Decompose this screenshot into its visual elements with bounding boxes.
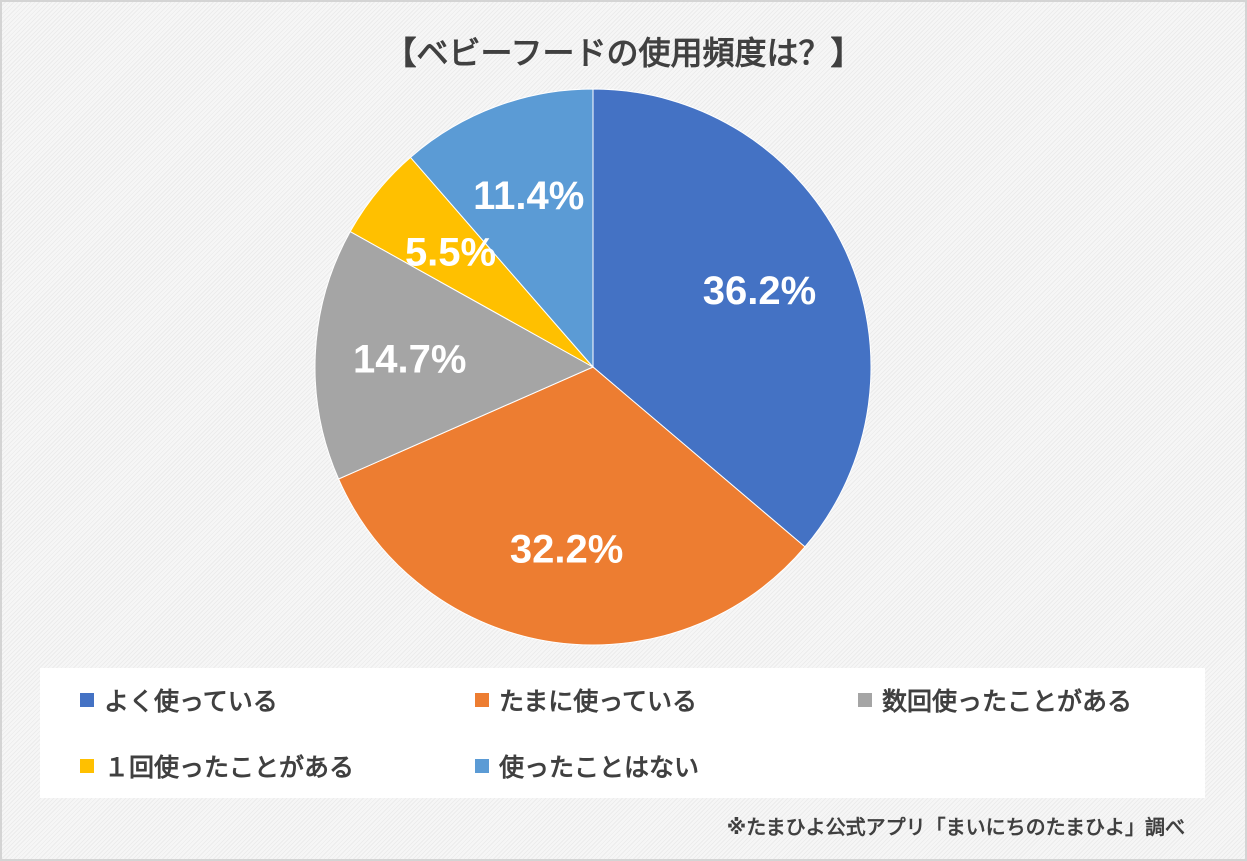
legend-swatch xyxy=(475,759,489,773)
legend-item: よく使っている xyxy=(80,682,278,718)
legend-swatch xyxy=(858,693,872,707)
data-label: 36.2% xyxy=(703,269,816,313)
data-label: 5.5% xyxy=(405,230,496,274)
legend-swatch xyxy=(80,759,94,773)
legend-label: １回使ったことがある xyxy=(104,753,355,782)
pie-slice xyxy=(409,88,594,369)
legend-label: よく使っている xyxy=(104,687,278,716)
legend-item: １回使ったことがある xyxy=(80,748,354,784)
data-label: 14.7% xyxy=(353,337,466,381)
data-label: 32.2% xyxy=(510,528,623,572)
data-label: 11.4% xyxy=(473,174,584,218)
legend-item: 使ったことはない xyxy=(475,748,699,784)
legend-label: たまに使っている xyxy=(499,687,698,716)
legend-item: たまに使っている xyxy=(475,682,697,718)
pie-slice xyxy=(592,88,872,548)
legend-label: 使ったことはない xyxy=(499,753,700,782)
legend-item: 数回使ったことがある xyxy=(858,682,1132,718)
legend: よく使っている たまに使っている 数回使ったことがある １回使ったことがある 使… xyxy=(40,668,1205,798)
pie-slice xyxy=(337,366,806,646)
legend-swatch xyxy=(80,693,94,707)
legend-label: 数回使ったことがある xyxy=(882,687,1133,716)
legend-swatch xyxy=(475,693,489,707)
source-note: ※たまひよ公式アプリ「まいにちのたまひよ」調べ xyxy=(726,815,1185,839)
chart-title: 【ベビーフードの使用頻度は？】 xyxy=(384,34,863,72)
pie-slice xyxy=(314,230,595,480)
